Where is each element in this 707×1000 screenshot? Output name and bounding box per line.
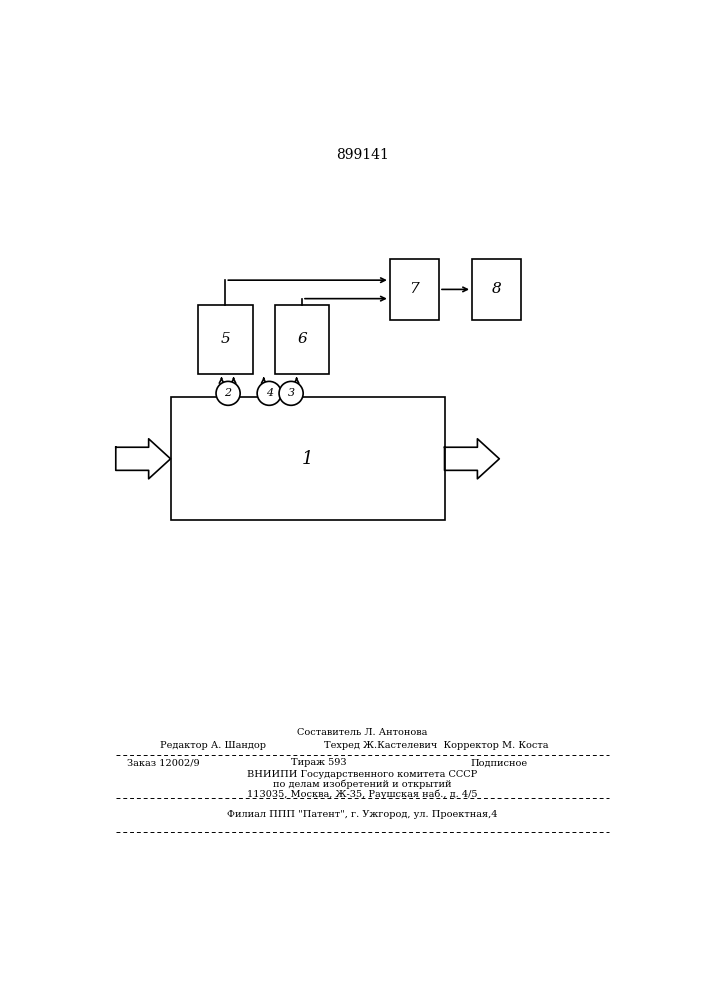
Ellipse shape [257,381,281,405]
Ellipse shape [216,381,240,405]
Text: 5: 5 [221,332,230,346]
Bar [275,305,329,374]
Text: Подписное: Подписное [471,758,528,767]
Bar [472,259,521,320]
Text: 2: 2 [225,388,232,398]
Text: Филиал ППП "Патент", г. Ужгород, ул. Проектная,4: Филиал ППП "Патент", г. Ужгород, ул. Про… [227,810,498,819]
Text: 6: 6 [297,332,307,346]
Bar [198,305,253,374]
Text: Составитель Л. Антонова: Составитель Л. Антонова [297,728,428,737]
Text: 8: 8 [491,282,501,296]
Text: Заказ 12002/9: Заказ 12002/9 [127,758,199,767]
Text: 3: 3 [288,388,295,398]
Text: 899141: 899141 [336,148,389,162]
Text: 7: 7 [409,282,419,296]
Ellipse shape [279,381,303,405]
Text: ВНИИПИ Государственного комитета СССР: ВНИИПИ Государственного комитета СССР [247,770,477,779]
Bar [170,397,445,520]
Text: Техред Ж.Кастелевич  Корректор М. Коста: Техред Ж.Кастелевич Корректор М. Коста [324,741,549,750]
Text: 1: 1 [302,450,313,468]
Text: 4: 4 [266,388,273,398]
Text: Редактор А. Шандор: Редактор А. Шандор [160,741,266,750]
Text: 113035, Москва, Ж-35, Раушская наб., д. 4/5: 113035, Москва, Ж-35, Раушская наб., д. … [247,790,478,799]
Text: Тираж 593: Тираж 593 [291,758,346,767]
Bar [390,259,439,320]
Text: по делам изобретений и открытий: по делам изобретений и открытий [273,780,452,789]
